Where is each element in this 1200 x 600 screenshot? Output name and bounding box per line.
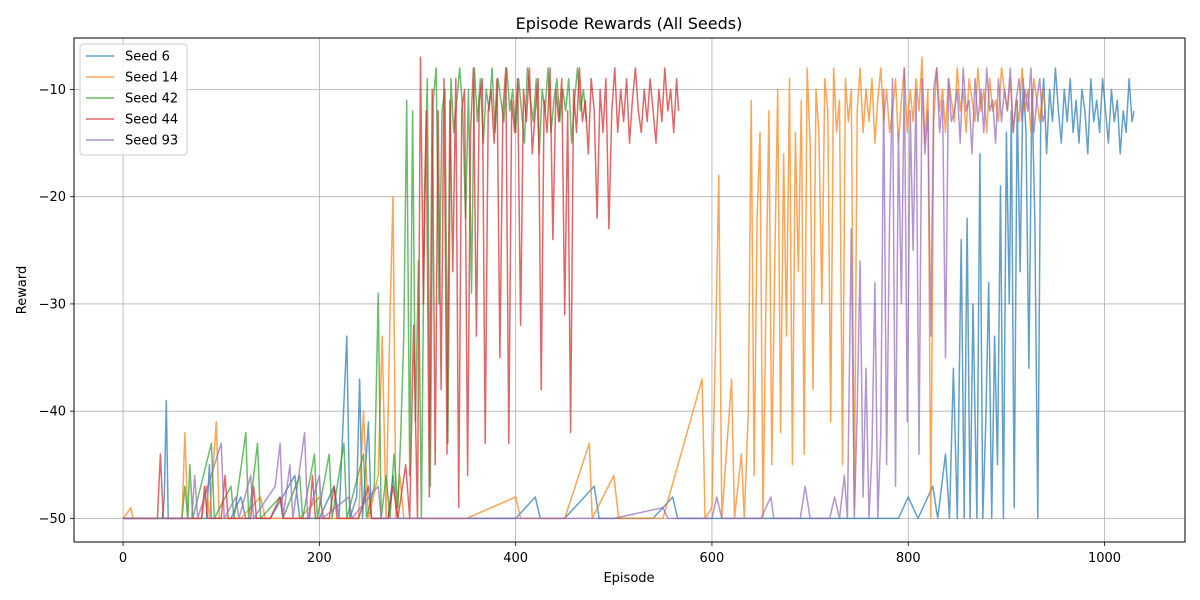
legend-label: Seed 6 — [125, 50, 170, 65]
chart-title: Episode Rewards (All Seeds) — [516, 14, 743, 33]
plot-area — [122, 56, 1135, 520]
y-tick-label: −30 — [39, 297, 66, 312]
x-tick-label: 600 — [700, 551, 725, 566]
y-tick-label: −10 — [39, 83, 66, 98]
series-line-seed-44 — [123, 56, 680, 520]
legend-label: Seed 14 — [125, 71, 178, 86]
series-line-seed-93 — [123, 67, 1047, 520]
series-line-seed-6 — [123, 67, 1135, 520]
x-axis-label: Episode — [603, 571, 654, 586]
x-tick-label: 0 — [119, 551, 127, 566]
y-axis-label: Reward — [15, 266, 30, 314]
series-group — [122, 56, 1135, 520]
y-tick-label: −40 — [39, 405, 66, 420]
x-tick-label: 400 — [503, 551, 528, 566]
x-tick-label: 1000 — [1088, 551, 1121, 566]
y-tick-label: −20 — [39, 190, 66, 205]
legend-label: Seed 93 — [125, 134, 178, 149]
legend-label: Seed 42 — [125, 92, 178, 107]
legend: Seed 6 Seed 14 Seed 42 Seed 44 Seed 93 — [79, 43, 188, 156]
x-axis-ticks: 0 200 400 600 800 1000 — [119, 542, 1121, 566]
legend-box — [79, 43, 188, 156]
x-tick-label: 200 — [307, 551, 332, 566]
plot-frame — [73, 37, 1186, 543]
y-axis-ticks: −50 −40 −30 −20 −10 — [39, 83, 74, 527]
legend-label: Seed 44 — [125, 113, 178, 128]
y-tick-label: −50 — [39, 512, 66, 527]
x-tick-label: 800 — [896, 551, 921, 566]
